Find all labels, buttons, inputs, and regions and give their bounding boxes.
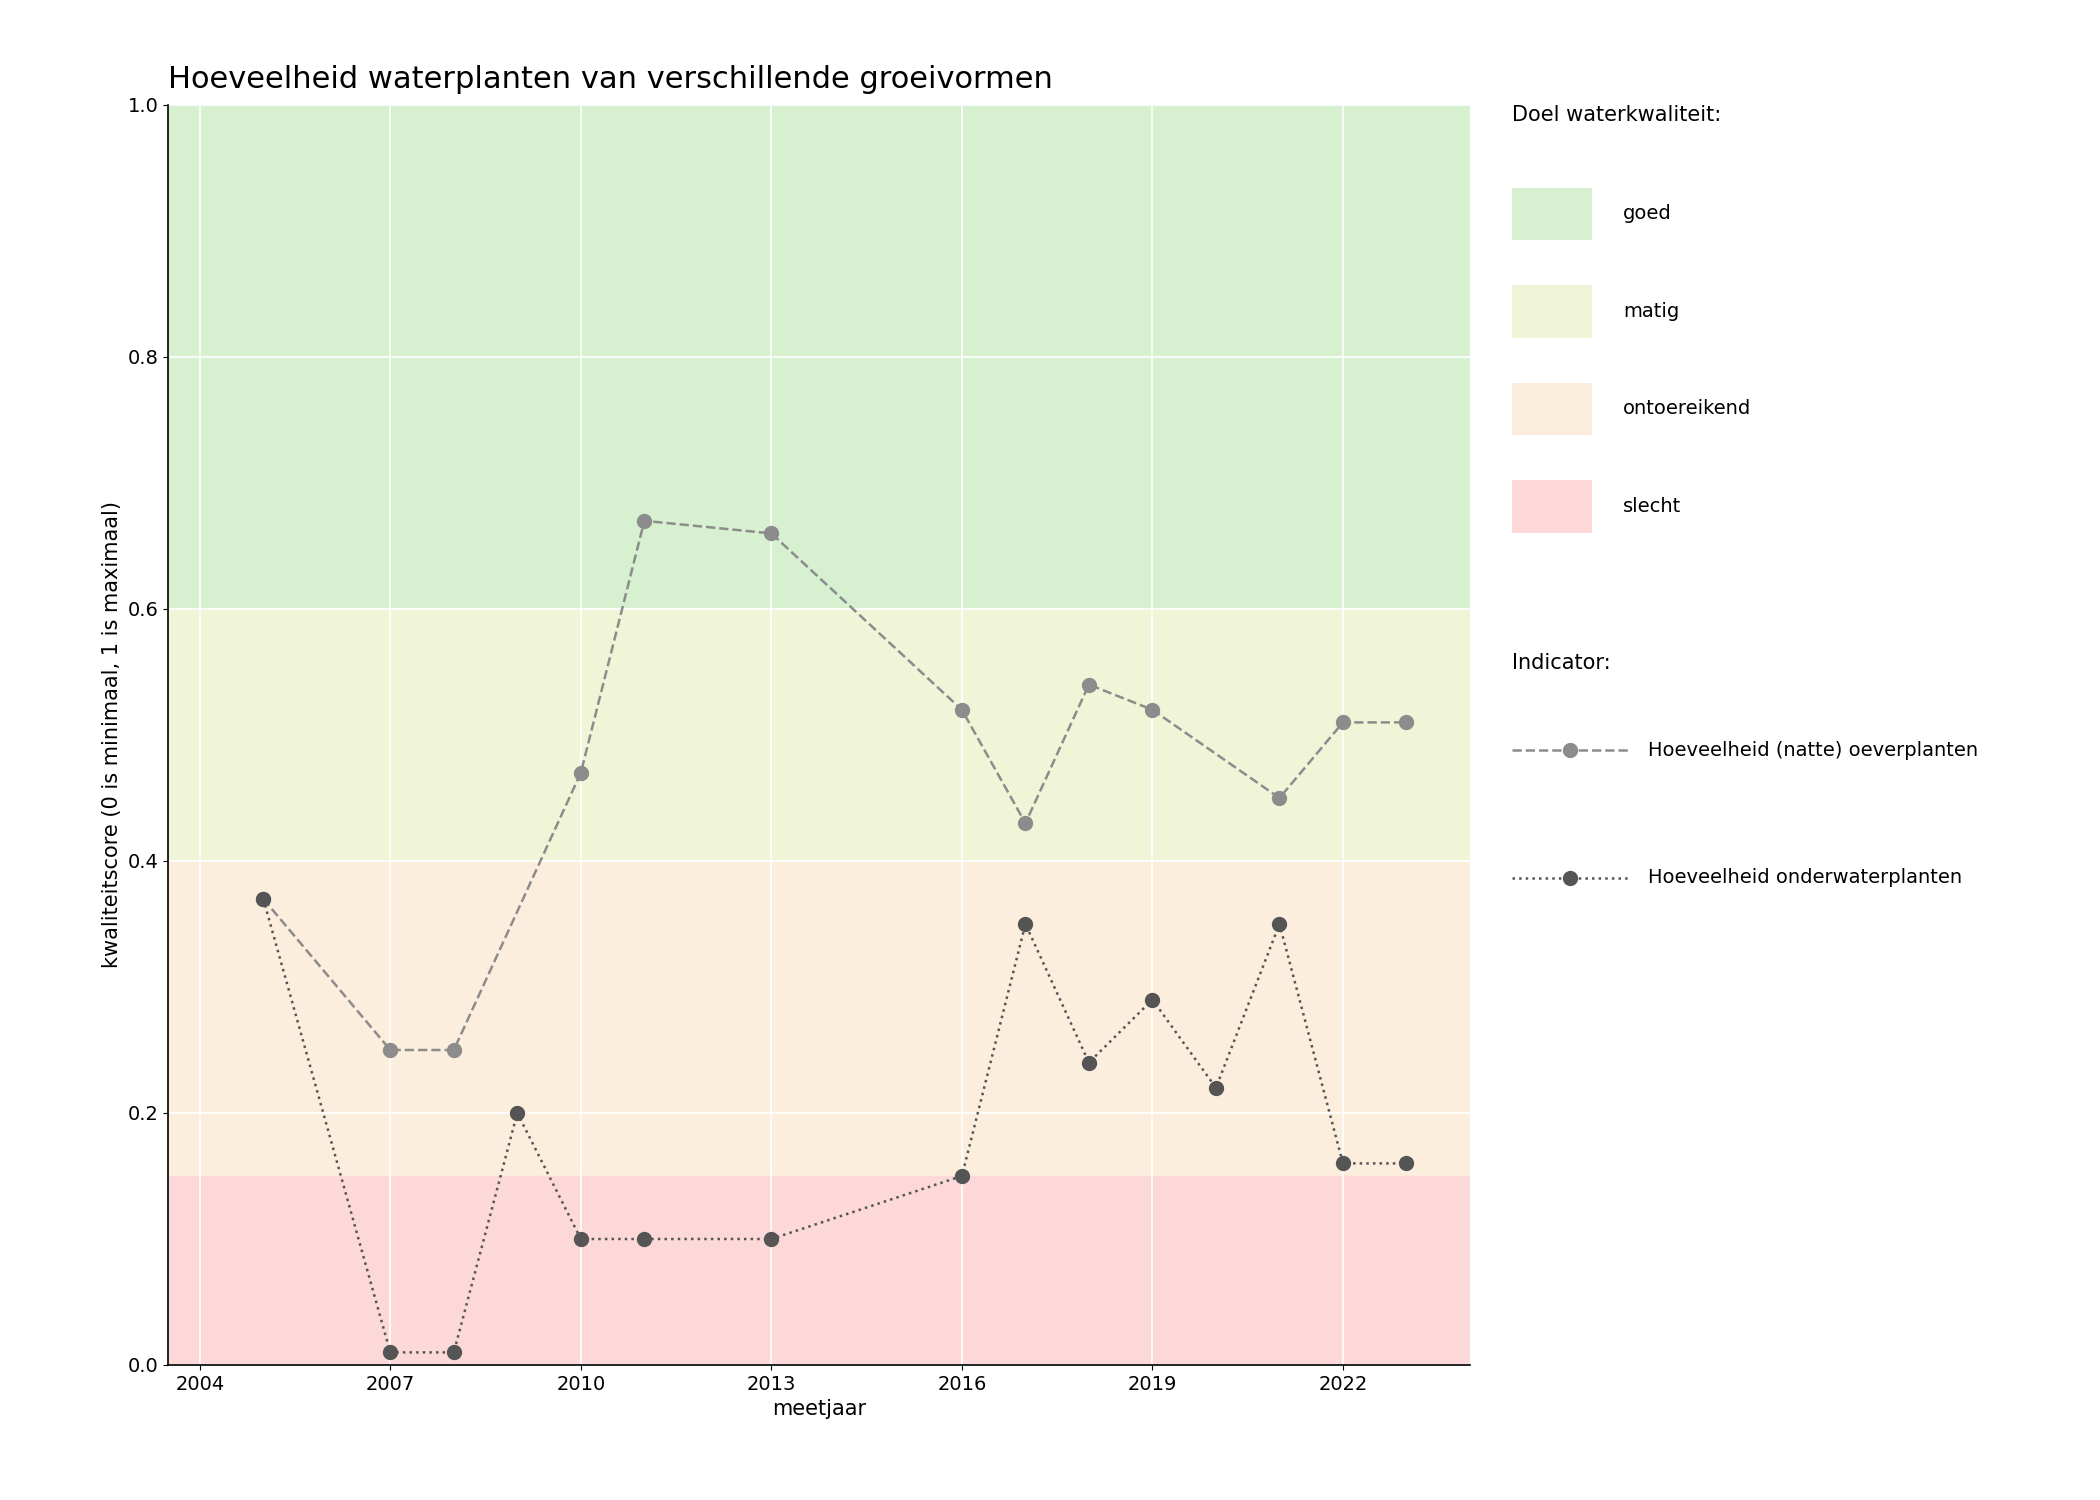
Text: ontoereikend: ontoereikend [1623, 399, 1751, 418]
Text: slecht: slecht [1623, 496, 1682, 516]
Y-axis label: kwaliteitscore (0 is minimaal, 1 is maximaal): kwaliteitscore (0 is minimaal, 1 is maxi… [101, 501, 122, 969]
Bar [168, 609, 1470, 861]
Bar [168, 861, 1470, 1176]
Text: matig: matig [1623, 302, 1680, 321]
Bar [168, 105, 1470, 609]
Text: Hoeveelheid waterplanten van verschillende groeivormen: Hoeveelheid waterplanten van verschillen… [168, 66, 1052, 94]
Text: Hoeveelheid onderwaterplanten: Hoeveelheid onderwaterplanten [1648, 868, 1964, 886]
Text: Indicator:: Indicator: [1512, 652, 1611, 672]
Text: Hoeveelheid (natte) oeverplanten: Hoeveelheid (natte) oeverplanten [1648, 741, 1978, 759]
Text: goed: goed [1623, 204, 1672, 224]
Text: Doel waterkwaliteit:: Doel waterkwaliteit: [1512, 105, 1722, 125]
X-axis label: meetjaar: meetjaar [773, 1400, 865, 1419]
Bar [168, 1176, 1470, 1365]
